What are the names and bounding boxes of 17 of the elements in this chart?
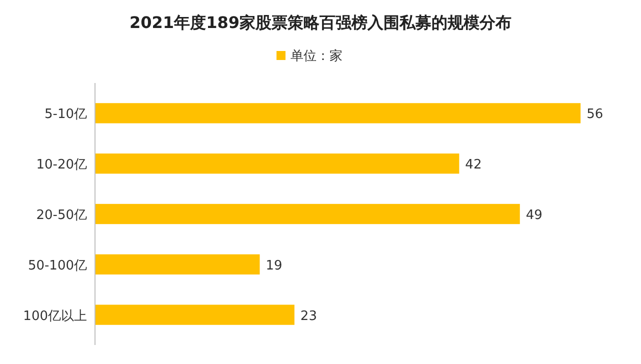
bar — [95, 304, 294, 325]
y-tick-label: 100亿以上 — [23, 308, 87, 324]
bar — [95, 204, 520, 224]
data-label: 23 — [300, 308, 317, 324]
data-label: 42 — [465, 158, 482, 173]
bar — [95, 103, 581, 124]
y-tick-label: 50-100亿 — [28, 258, 87, 274]
bar — [95, 154, 460, 174]
y-tick-label: 20-50亿 — [36, 208, 87, 223]
chart-title: 2021年度189家股票策略百强榜入围私募的规模分布 — [130, 13, 512, 32]
y-tick-label: 5-10亿 — [44, 107, 87, 122]
data-label: 56 — [586, 107, 604, 122]
data-label: 49 — [526, 208, 542, 223]
y-tick-label: 10-20亿 — [36, 158, 87, 173]
data-label: 19 — [266, 258, 282, 274]
legend-label: 单位：家 — [290, 48, 342, 64]
bar — [95, 254, 260, 274]
